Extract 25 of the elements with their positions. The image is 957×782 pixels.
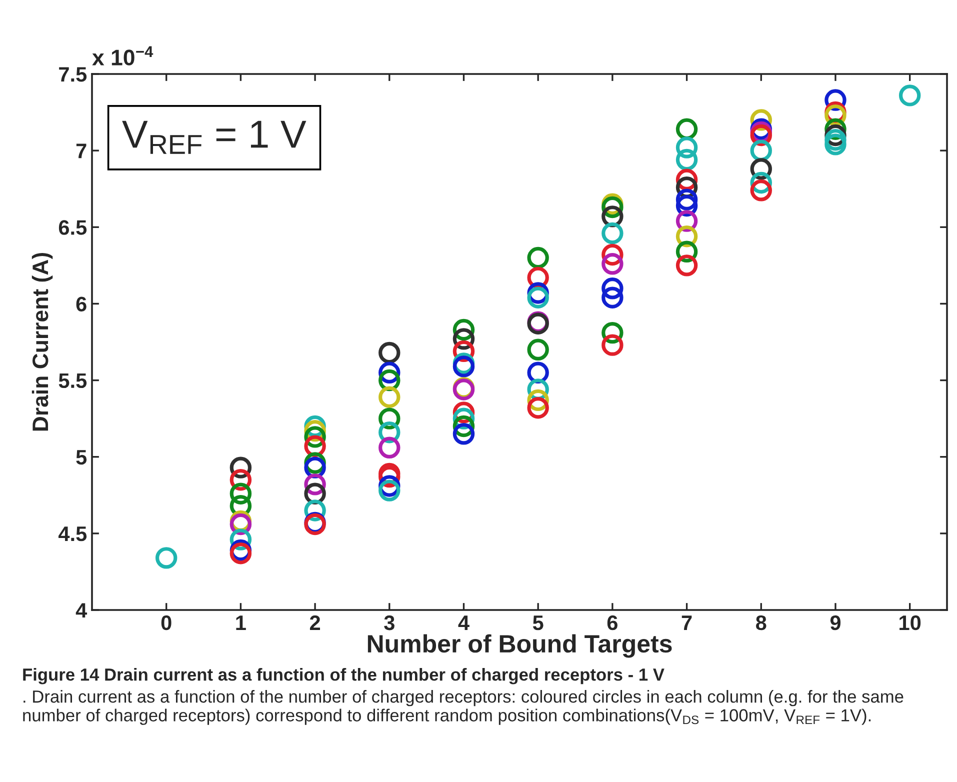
x-axis-title: Number of Bound Targets [368, 634, 672, 658]
y-tick-label: 4 [76, 603, 88, 618]
x-tick-label: 9 [830, 615, 840, 630]
x-tick-label: 6 [607, 615, 618, 630]
x-tick-label: 0 [161, 615, 172, 630]
y-tick-label: 5.5 [58, 374, 87, 388]
y-tick-label: 6.5 [58, 220, 87, 235]
y-tick-label: 7.5 [59, 67, 87, 82]
x-tick-label: 10 [900, 615, 921, 630]
x-tick-label: 7 [682, 616, 692, 630]
x-tick-label: 4 [458, 616, 470, 630]
text: . Drain current as a function of the number of charged receptors: coloured circles in each column (e.g. for the same number of charged receptors) correspond to different random position combinations(V$_{DS}$ = 100mV, V$_{REF}$ = 1V). [23, 690, 904, 725]
y-tick-label: 7 [76, 144, 86, 158]
y-tick-label: 6 [76, 296, 86, 312]
x-tick-label: 2 [310, 615, 320, 630]
x-tick-label: 8 [756, 615, 766, 630]
annotation: V$_{REF}$ = 1 V [122, 120, 306, 154]
x-tick-label: 3 [384, 615, 394, 630]
x-tick-label: 5 [532, 616, 544, 630]
y-axis-title: Drain Current (A) [32, 252, 53, 431]
text: x 10$^{−4}$ [92, 46, 154, 66]
y-tick-label: 4.5 [58, 526, 87, 542]
text: Figure 14 Drain current as a function of the number of charged receptors - 1 V [23, 668, 664, 684]
y-tick-label: 5 [76, 450, 87, 465]
x-tick-label: 1 [236, 616, 246, 630]
